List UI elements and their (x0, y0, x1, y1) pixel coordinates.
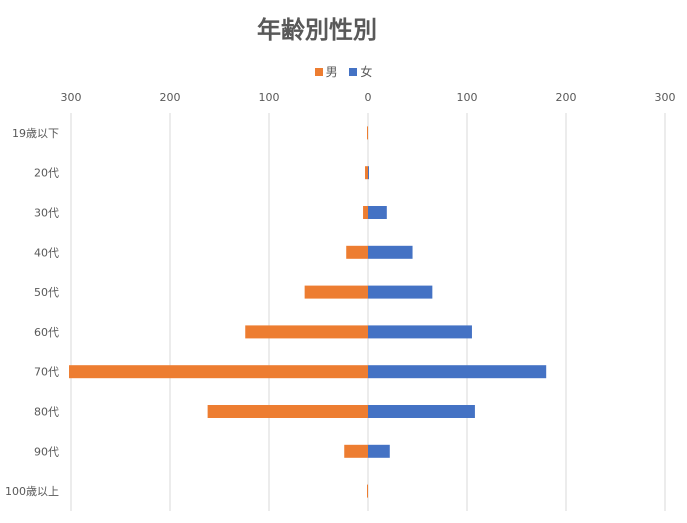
chart-legend: 男 女 (0, 63, 687, 80)
bar-male (367, 484, 368, 498)
x-tick-label: 100 (457, 91, 478, 104)
bar-male (365, 166, 368, 180)
bar-female (368, 245, 413, 259)
y-category-label: 90代 (34, 445, 59, 458)
bar-male (304, 285, 368, 299)
y-category-label: 20代 (34, 167, 59, 180)
y-category-label: 19歳以下 (12, 127, 59, 140)
bar-male (363, 206, 368, 219)
bar-female (368, 365, 547, 379)
x-tick-label: 300 (655, 91, 676, 104)
bar-male (346, 245, 368, 259)
x-tick-label: 200 (556, 91, 577, 104)
bar-male (344, 444, 368, 458)
bar-female (368, 285, 433, 299)
bar-female (368, 405, 475, 418)
legend-label-female: 女 (360, 65, 373, 79)
y-category-label: 100歳以上 (5, 485, 59, 498)
bar-male (367, 126, 368, 140)
bar-female (368, 325, 472, 339)
legend-swatch-male (314, 67, 323, 76)
legend-swatch-female (349, 67, 358, 76)
y-category-label: 60代 (34, 326, 59, 339)
y-category-label: 50代 (34, 286, 59, 299)
bar-male (69, 365, 369, 379)
x-tick-label: 300 (61, 91, 82, 104)
x-tick-label: 100 (259, 91, 280, 104)
y-category-label: 40代 (34, 246, 59, 259)
bar-female (368, 166, 369, 180)
bar-female (368, 444, 390, 458)
legend-item-male: 男 (314, 63, 338, 80)
legend-label-male: 男 (325, 65, 338, 79)
chart-title: 年齢別性別 (257, 16, 377, 44)
bar-male (207, 405, 368, 418)
y-category-label: 80代 (34, 406, 59, 419)
y-category-label: 70代 (34, 366, 59, 379)
x-tick-label: 200 (160, 91, 181, 104)
x-tick-label: 0 (365, 91, 372, 104)
y-category-label: 30代 (34, 207, 59, 220)
bar-female (368, 206, 387, 219)
legend-item-female: 女 (349, 63, 372, 80)
bar-male (245, 325, 368, 339)
